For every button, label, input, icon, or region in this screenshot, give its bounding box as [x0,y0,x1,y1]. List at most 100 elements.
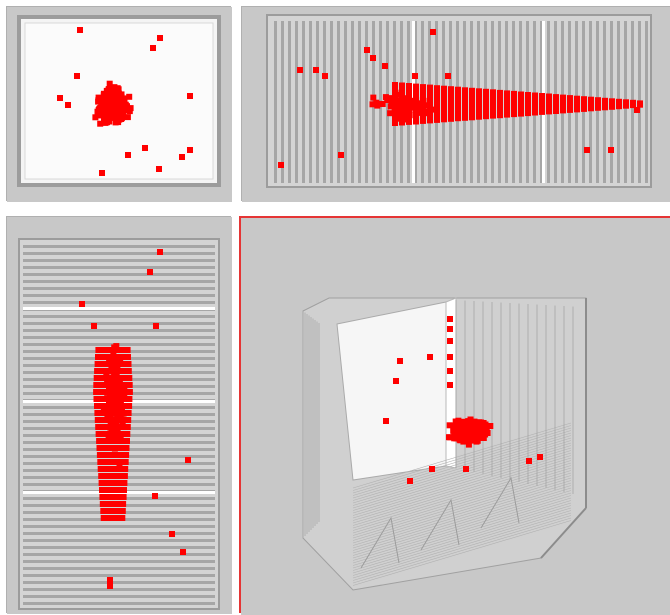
wire-line [352,472,572,539]
hit-mark [412,73,418,79]
hit-mark [546,93,552,115]
top-view-panel[interactable] [6,216,232,614]
hit-mark [472,430,479,437]
hit-mark [97,120,104,127]
hit-mark [111,357,117,364]
side-view-hits [278,29,643,168]
hit-mark [99,170,105,176]
hit-mark [370,55,376,61]
side-view-layer [323,21,326,183]
wire-line [352,447,572,514]
hit-mark [112,119,119,126]
3d-view-panel[interactable] [239,216,670,615]
hit-mark [476,428,483,435]
wire-line [352,490,572,556]
wire-line [352,427,572,494]
top-view-layer [23,280,215,283]
hit-mark [126,93,133,100]
hit-mark [153,323,159,329]
hit-mark [121,386,128,393]
detector-wireframe [302,298,587,586]
top-view-layer [23,329,215,332]
side-view-panel[interactable] [241,6,670,202]
side-view-canvas[interactable] [242,7,670,202]
hit-mark [113,398,120,405]
wire-support [420,498,460,551]
hit-mark [109,103,115,110]
hit-mark [402,98,409,105]
hit-mark [634,107,640,113]
hit-mark [114,366,121,373]
hit-mark [111,110,118,117]
hit-mark [322,73,328,79]
hit-mark [608,147,614,153]
side-view-layer [309,21,312,183]
hit-mark [106,93,113,100]
wire-line [352,507,572,574]
wire-line [352,477,572,544]
hit-mark [98,480,128,486]
wire-line [352,450,572,516]
hit-mark [414,107,421,113]
hit-mark [637,100,643,108]
hit-mark [387,110,394,117]
top-view-canvas[interactable] [7,217,232,614]
wire-line [352,517,572,584]
side-view-layer [337,21,340,183]
hit-mark [102,114,108,121]
hit-mark [397,358,403,364]
hit-mark [464,422,471,429]
hit-mark [476,88,482,120]
hit-mark [459,419,466,426]
hit-mark [413,97,420,104]
hit-mark [117,382,124,389]
hit-mark [100,404,107,411]
hit-mark [106,391,113,398]
hit-mark [476,423,482,430]
hit-mark [447,354,453,360]
hit-mark [462,435,469,442]
hit-mark [392,105,399,112]
hit-mark [447,382,453,388]
wire-line [352,467,572,534]
hit-mark [121,394,128,401]
hit-mark [115,386,122,392]
front-view-panel[interactable] [6,6,232,202]
hit-mark [169,531,175,537]
hit-mark [460,432,467,438]
hit-mark [65,102,71,108]
hit-mark [113,433,120,440]
hit-mark [463,466,469,472]
hit-mark [417,101,423,108]
3d-view-canvas[interactable] [241,218,670,615]
wire-line [352,452,572,519]
hit-mark [104,379,111,386]
hit-mark [107,378,114,385]
hit-mark [117,356,124,363]
hit-mark [106,402,112,408]
wire-line [352,440,572,506]
hit-mark [118,103,125,110]
top-view-layer [23,546,215,549]
hit-mark [429,466,435,472]
hit-mark [109,90,116,97]
hit-mark [126,108,133,115]
hit-mark [482,431,489,438]
hit-mark [91,323,97,329]
hit-mark [150,45,156,51]
hit-mark [462,87,468,121]
hit-mark [483,88,489,120]
hit-mark [180,549,186,555]
hit-mark [526,458,532,464]
hit-mark [152,493,158,499]
front-view-canvas[interactable] [7,7,232,202]
top-view-layer [23,581,215,584]
hit-mark [403,116,410,123]
hit-mark [407,478,413,484]
hit-mark [374,102,381,109]
hit-mark [382,94,389,101]
hit-mark [427,354,433,360]
hit-mark [450,423,457,430]
top-view-layer [23,602,215,605]
wire-line [352,497,572,564]
